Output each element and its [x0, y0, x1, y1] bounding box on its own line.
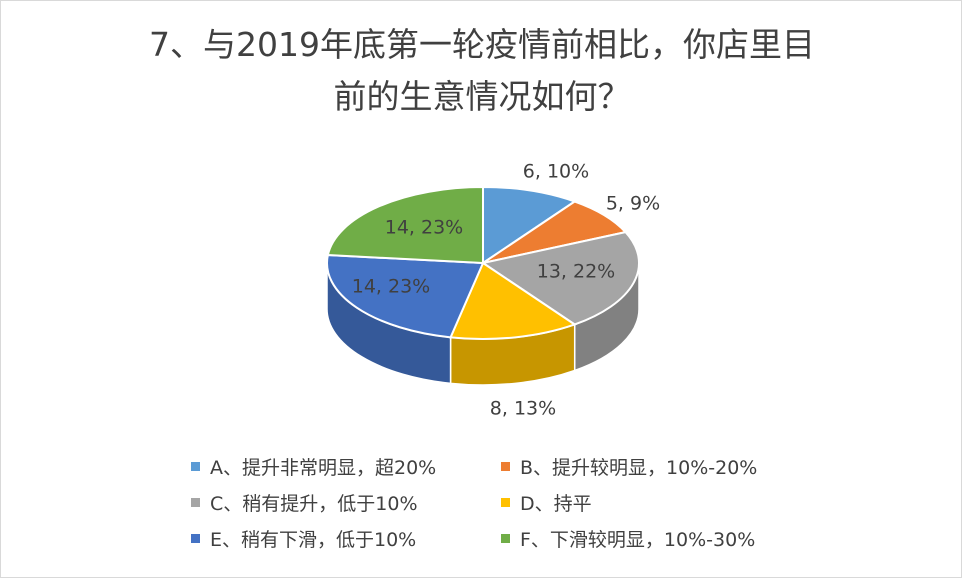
legend-label: B、提升较明显，10%-20%	[520, 457, 758, 479]
legend-swatch	[191, 462, 200, 471]
legend-item: D、持平	[501, 489, 592, 516]
pie-slice-a	[482, 185, 577, 265]
legend-item: B、提升较明显，10%-20%	[501, 453, 757, 480]
legend-item: F、下滑较明显，10%-30%	[501, 525, 755, 552]
data-label: 5, 9%	[606, 193, 660, 215]
chart-title-line-2: 前的生意情况如何？	[333, 77, 631, 116]
legend-label: F、下滑较明显，10%-30%	[520, 529, 756, 551]
data-label: 14, 23%	[352, 276, 431, 298]
data-label: 14, 23%	[385, 217, 464, 239]
pie-slice-d	[449, 261, 577, 340]
data-label: 6, 10%	[523, 161, 589, 183]
pie-slice-e	[326, 254, 485, 339]
chart-title: 7、与2019年底第一轮疫情前相比，你店里目 前的生意情况如何？	[1, 19, 961, 123]
pie-slice-f	[326, 185, 484, 265]
legend-swatch	[501, 498, 510, 507]
legend-swatch	[191, 534, 200, 543]
chart-title-line-1: 7、与2019年底第一轮疫情前相比，你店里目	[149, 25, 815, 64]
legend-swatch	[191, 498, 200, 507]
legend-swatch	[501, 534, 510, 543]
data-label: 8, 13%	[490, 398, 556, 420]
pie-slice-c	[480, 230, 640, 326]
legend-label: A、提升非常明显，超20%	[210, 457, 437, 479]
legend-item: E、稍有下滑，低于10%	[191, 525, 416, 552]
legend-item: A、提升非常明显，超20%	[191, 453, 436, 480]
data-label: 13, 22%	[537, 261, 616, 283]
legend-label: D、持平	[520, 493, 592, 515]
legend-label: C、稍有提升，低于10%	[210, 493, 418, 515]
legend-swatch	[501, 462, 510, 471]
legend-label: E、稍有下滑，低于10%	[210, 529, 417, 551]
legend-item: C、稍有提升，低于10%	[191, 489, 418, 516]
